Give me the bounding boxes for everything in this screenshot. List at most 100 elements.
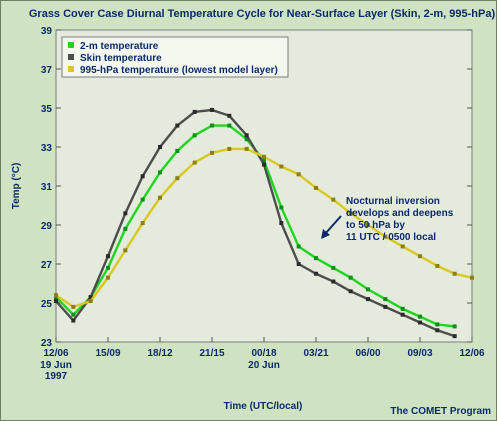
y-tick-label: 29 — [41, 221, 53, 232]
y-tick-label: 31 — [41, 182, 53, 193]
x-tick-label: 12/06 — [43, 348, 68, 359]
data-point — [210, 107, 214, 112]
annotation-arrow-shaft — [324, 215, 342, 235]
data-point — [348, 289, 353, 294]
x-tick-sublabel: 19 Jun — [40, 360, 72, 371]
data-point — [158, 145, 162, 149]
data-point — [262, 158, 266, 163]
data-point — [452, 324, 457, 329]
annotation-arrow-head — [321, 229, 330, 239]
annotation-line-4: 11 UTC / 0500 local — [346, 232, 436, 243]
y-tick-label: 39 — [41, 26, 53, 37]
data-point — [383, 304, 388, 309]
data-point — [244, 133, 249, 138]
data-point — [331, 197, 336, 202]
data-point — [227, 146, 232, 151]
data-point — [158, 170, 162, 175]
data-point — [348, 275, 353, 280]
plot-area — [55, 29, 473, 343]
legend-swatch-skin — [68, 54, 74, 60]
x-tick-label: 09/03 — [407, 348, 432, 359]
data-point — [71, 304, 76, 309]
legend-swatch-2m — [68, 42, 74, 48]
y-tick-label: 25 — [41, 299, 53, 310]
data-point — [314, 271, 318, 276]
y-tick-label: 33 — [41, 143, 53, 154]
data-point — [227, 113, 232, 118]
legend: 2-m temperature Skin temperature 995-hPa… — [61, 36, 289, 78]
data-point — [71, 318, 76, 323]
data-point — [366, 287, 370, 292]
data-point — [175, 123, 180, 128]
data-point — [175, 176, 180, 181]
data-point — [210, 150, 214, 155]
data-point — [366, 297, 370, 302]
data-point — [366, 223, 370, 227]
data-point — [452, 334, 457, 339]
data-point — [140, 174, 145, 179]
data-point — [106, 275, 110, 280]
x-axis-label: Time (UTC/local) — [224, 401, 303, 412]
data-point — [192, 109, 197, 114]
data-point — [262, 154, 266, 159]
data-point — [348, 211, 353, 216]
data-point — [400, 312, 405, 317]
data-point — [158, 195, 162, 200]
data-point — [71, 312, 76, 317]
x-tick-label: 12/06 — [459, 348, 484, 359]
series-line-1 — [55, 108, 456, 338]
data-point — [279, 221, 284, 226]
data-point — [210, 123, 214, 128]
y-tick-label: 23 — [41, 338, 53, 349]
annotation: Nocturnal inversion develops and deepens… — [321, 196, 454, 243]
data-point — [296, 262, 301, 266]
x-tick-label: 03/21 — [303, 348, 328, 359]
y-tick-label: 27 — [41, 260, 53, 271]
data-point — [140, 221, 145, 226]
legend-label-skin: Skin temperature — [80, 53, 162, 64]
legend-label-2m: 2-m temperature — [80, 41, 159, 52]
legend-label-995: 995-hPa temperature (lowest model layer) — [80, 65, 278, 76]
x-tick-sublabel: 1997 — [45, 371, 68, 382]
data-point — [418, 314, 422, 319]
data-point — [435, 322, 440, 327]
legend-box — [61, 36, 289, 78]
legend-swatch-995 — [68, 66, 74, 72]
data-point — [279, 164, 284, 169]
data-point — [279, 205, 284, 210]
annotation-line-2: develops and deepens — [346, 208, 454, 219]
data-point — [331, 279, 336, 284]
credit-label: The COMET Program — [390, 406, 491, 417]
data-point — [314, 256, 318, 261]
data-point — [418, 320, 422, 325]
data-point — [54, 299, 58, 304]
data-point — [192, 133, 197, 138]
data-point — [435, 263, 440, 268]
data-point — [400, 306, 405, 311]
data-point — [54, 293, 58, 298]
y-tick-label: 35 — [41, 104, 53, 115]
data-point — [123, 226, 128, 231]
y-axis-label: Temp (°C) — [11, 163, 22, 210]
data-point — [88, 295, 93, 300]
data-point — [123, 248, 128, 253]
chart-title: Grass Cover Case Diurnal Temperature Cyc… — [29, 8, 496, 20]
series-group — [54, 107, 474, 339]
x-tick-label: 06/00 — [355, 348, 380, 359]
data-point — [400, 244, 405, 249]
data-point — [123, 211, 128, 216]
data-point — [192, 160, 197, 165]
data-point — [140, 197, 145, 202]
data-point — [383, 297, 388, 302]
data-point — [383, 234, 388, 239]
data-point — [418, 254, 422, 259]
x-tick-label: 21/15 — [199, 348, 224, 359]
data-point — [296, 172, 301, 177]
data-point — [227, 123, 232, 128]
data-point — [262, 162, 266, 167]
data-point — [244, 137, 249, 142]
data-point — [296, 244, 301, 249]
data-point — [331, 265, 336, 270]
x-tick-label: 00/18 — [251, 348, 276, 359]
